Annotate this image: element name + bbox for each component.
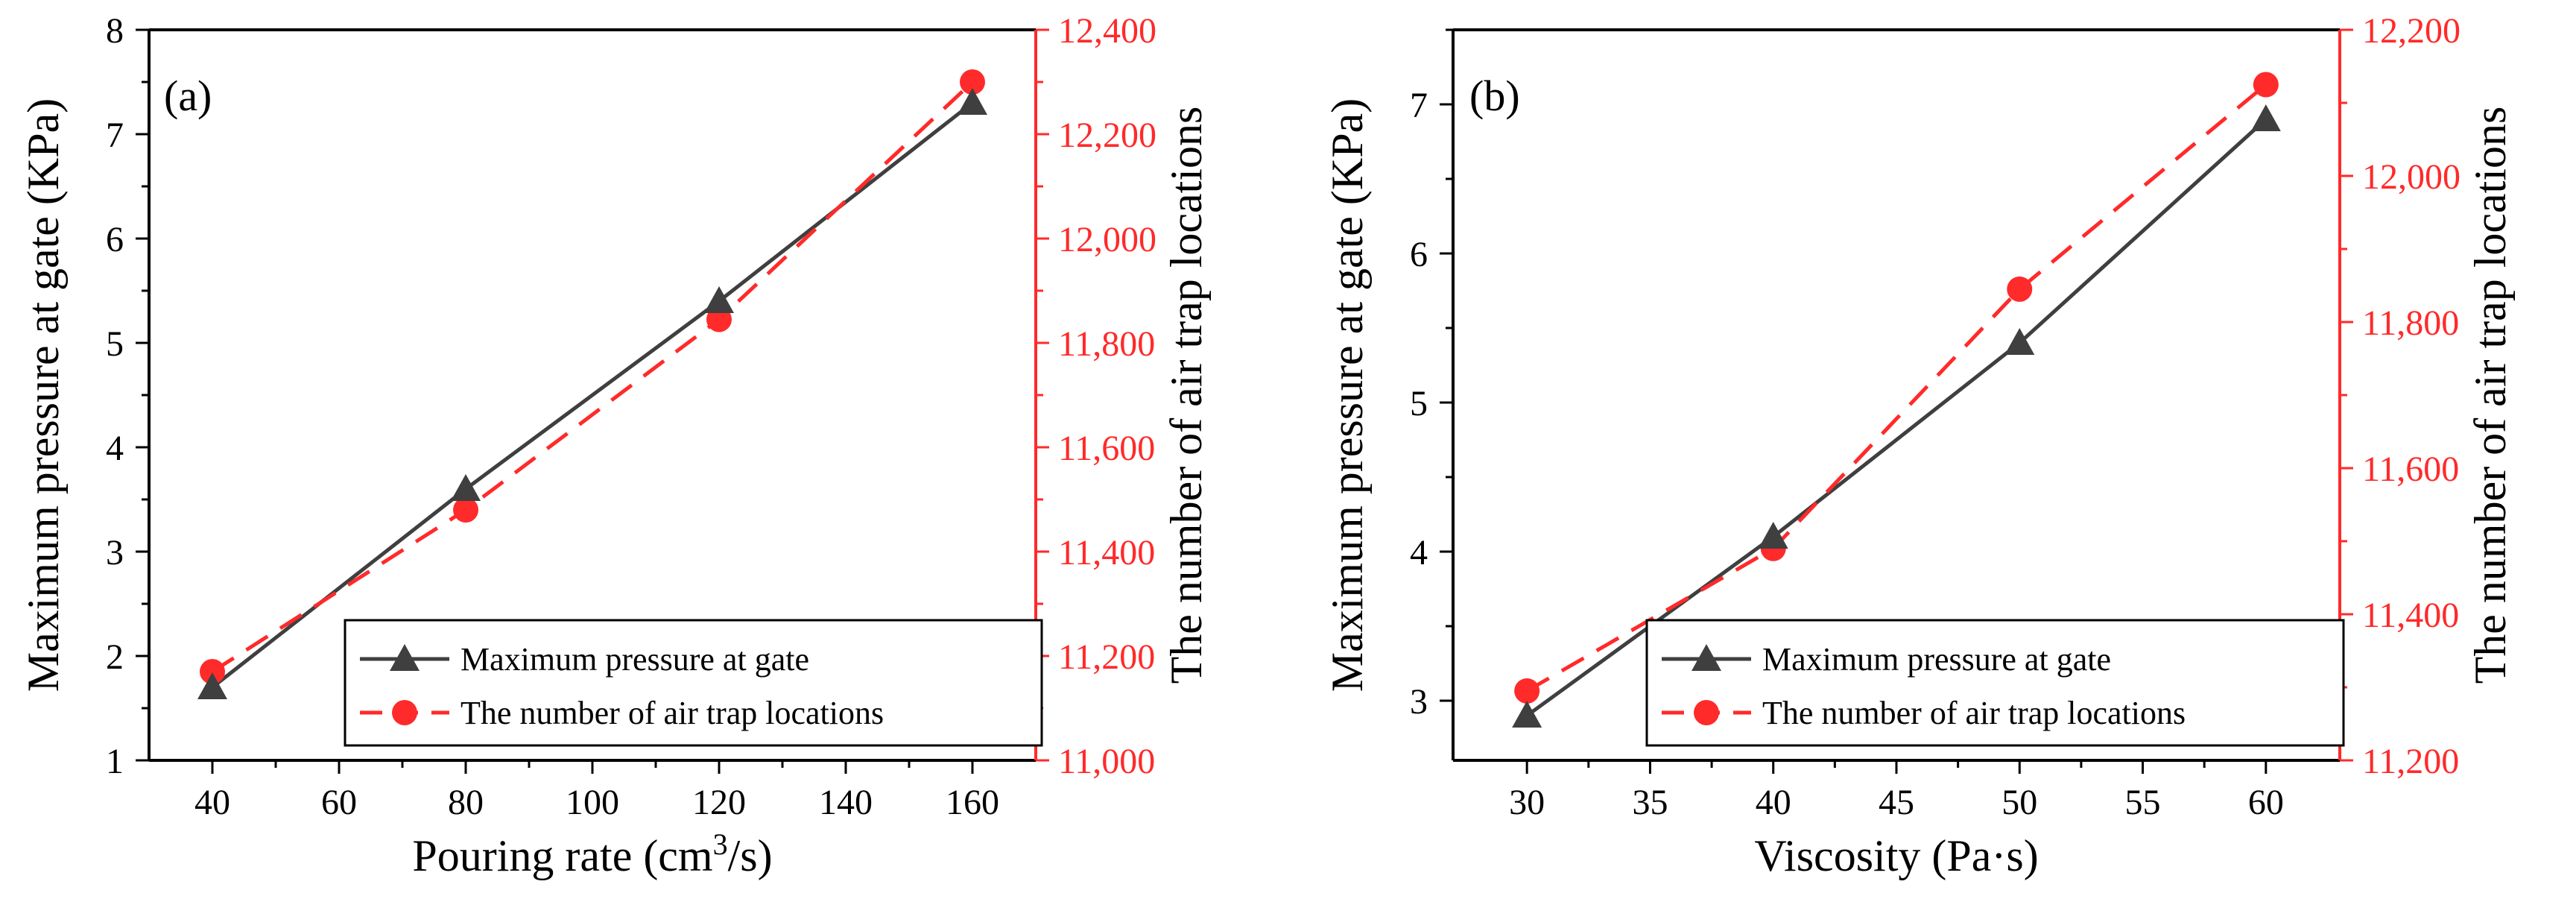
air-trap-point bbox=[453, 497, 478, 523]
y-tick-label: 2 bbox=[106, 637, 124, 677]
x-tick-label: 60 bbox=[321, 783, 357, 822]
y2-tick-label: 12,200 bbox=[2362, 11, 2461, 51]
x-tick-label: 30 bbox=[1509, 783, 1545, 822]
x-axis-title: Pouring rate (cm3/s) bbox=[412, 827, 772, 880]
panel-label: (a) bbox=[164, 72, 212, 120]
y-tick-label: 5 bbox=[106, 324, 124, 364]
pressure-line bbox=[211, 101, 974, 689]
air-trap-point bbox=[960, 69, 985, 95]
y-tick-label: 3 bbox=[106, 533, 124, 572]
x-tick-label: 55 bbox=[2125, 783, 2161, 822]
y-tick-label: 8 bbox=[106, 11, 124, 51]
y2-tick-label: 12,000 bbox=[2362, 157, 2461, 197]
pressure-point bbox=[451, 474, 481, 501]
legend-label-pressure: Maximum pressure at gate bbox=[461, 641, 809, 678]
x-tick-label: 160 bbox=[946, 783, 999, 822]
y2-tick-label: 11,800 bbox=[2362, 303, 2459, 343]
x-tick-label: 60 bbox=[2248, 783, 2284, 822]
pressure-point bbox=[197, 672, 227, 699]
y-axis-title: Maximum pressure at gate (KPa) bbox=[1323, 98, 1372, 692]
legend-label-pressure: Maximum pressure at gate bbox=[1762, 641, 2111, 678]
y-tick-label: 7 bbox=[106, 116, 124, 155]
x-axis-title: Viscosity (Pa·s) bbox=[1754, 831, 2038, 880]
y-tick-label: 4 bbox=[106, 429, 124, 468]
legend-marker-circle bbox=[1694, 700, 1719, 725]
y-tick-label: 1 bbox=[106, 742, 124, 781]
y2-tick-label: 11,400 bbox=[2362, 596, 2459, 635]
legend-label-air-trap: The number of air trap locations bbox=[461, 695, 884, 731]
legend-box bbox=[1645, 619, 2345, 747]
y2-tick-label: 12,000 bbox=[1058, 220, 1156, 259]
legend: Maximum pressure at gate The number of ai… bbox=[344, 619, 1043, 747]
y-tick-label: 4 bbox=[1410, 533, 1428, 572]
y2-tick-label: 11,200 bbox=[1058, 637, 1155, 677]
y2-tick-label: 11,600 bbox=[1058, 429, 1155, 468]
x-tick-label: 35 bbox=[1632, 783, 1668, 822]
x-tick-label: 140 bbox=[819, 783, 873, 822]
x-tick-label: 50 bbox=[2001, 783, 2037, 822]
y2-tick-label: 11,000 bbox=[1058, 742, 1155, 781]
panel-label: (b) bbox=[1469, 72, 1520, 120]
y2-tick-label: 12,200 bbox=[1058, 116, 1156, 155]
y2-tick-label: 12,400 bbox=[1058, 11, 1156, 51]
x-tick-label: 80 bbox=[448, 783, 484, 822]
y2-axis-title: The number of air trap locations bbox=[1162, 107, 1211, 684]
chart-panel-a: 40 60 80 100 120 140 160 1 2 3 4 5 6 7 8 11,000 11,200 11… bbox=[19, 11, 1211, 880]
y-tick-label: 6 bbox=[106, 220, 124, 259]
x-tick-label: 40 bbox=[1756, 783, 1791, 822]
legend-marker-triangle bbox=[390, 644, 420, 671]
x-tick-label: 40 bbox=[194, 783, 230, 822]
pressure-point bbox=[2004, 328, 2035, 355]
y-tick-label: 7 bbox=[1410, 86, 1428, 125]
chart-panel-b: 30 35 40 45 50 55 603456711,20011,40011,60011,… bbox=[1323, 11, 2515, 880]
y-axis-title: Maximum pressure at gate (KPa) bbox=[19, 98, 68, 692]
pressure-point bbox=[1512, 701, 1542, 728]
pressure-point bbox=[958, 88, 987, 115]
air-trap-line bbox=[1525, 83, 2268, 693]
air-trap-line bbox=[211, 81, 974, 674]
air-trap-point bbox=[2253, 72, 2279, 98]
x-tick-label: 45 bbox=[1879, 783, 1914, 822]
y2-tick-label: 11,400 bbox=[1058, 533, 1155, 572]
legend-box bbox=[344, 619, 1043, 747]
pressure-point bbox=[2250, 104, 2281, 131]
y2-tick-label: 11,200 bbox=[2362, 742, 2459, 781]
y-tick-label: 3 bbox=[1410, 682, 1428, 722]
legend-marker-circle bbox=[392, 700, 417, 725]
air-trap-point bbox=[1514, 678, 1540, 704]
y2-tick-label: 11,800 bbox=[1058, 324, 1155, 364]
legend-label-air-trap: The number of air trap locations bbox=[1762, 695, 2186, 731]
y2-axis-title: The number of air trap locations bbox=[2466, 107, 2515, 684]
y-tick-label: 5 bbox=[1410, 384, 1428, 423]
x-tick-label: 100 bbox=[566, 783, 619, 822]
air-trap-point bbox=[200, 659, 225, 684]
y2-tick-label: 11,600 bbox=[2362, 450, 2459, 489]
y-tick-label: 6 bbox=[1410, 235, 1428, 274]
pressure-point bbox=[1758, 522, 1788, 549]
x-tick-label: 120 bbox=[692, 783, 746, 822]
pressure-point bbox=[704, 286, 734, 313]
air-trap-point bbox=[2007, 276, 2033, 302]
legend: Maximum pressure at gate The number of ai… bbox=[1645, 619, 2345, 747]
legend-marker-triangle bbox=[1692, 644, 1721, 671]
